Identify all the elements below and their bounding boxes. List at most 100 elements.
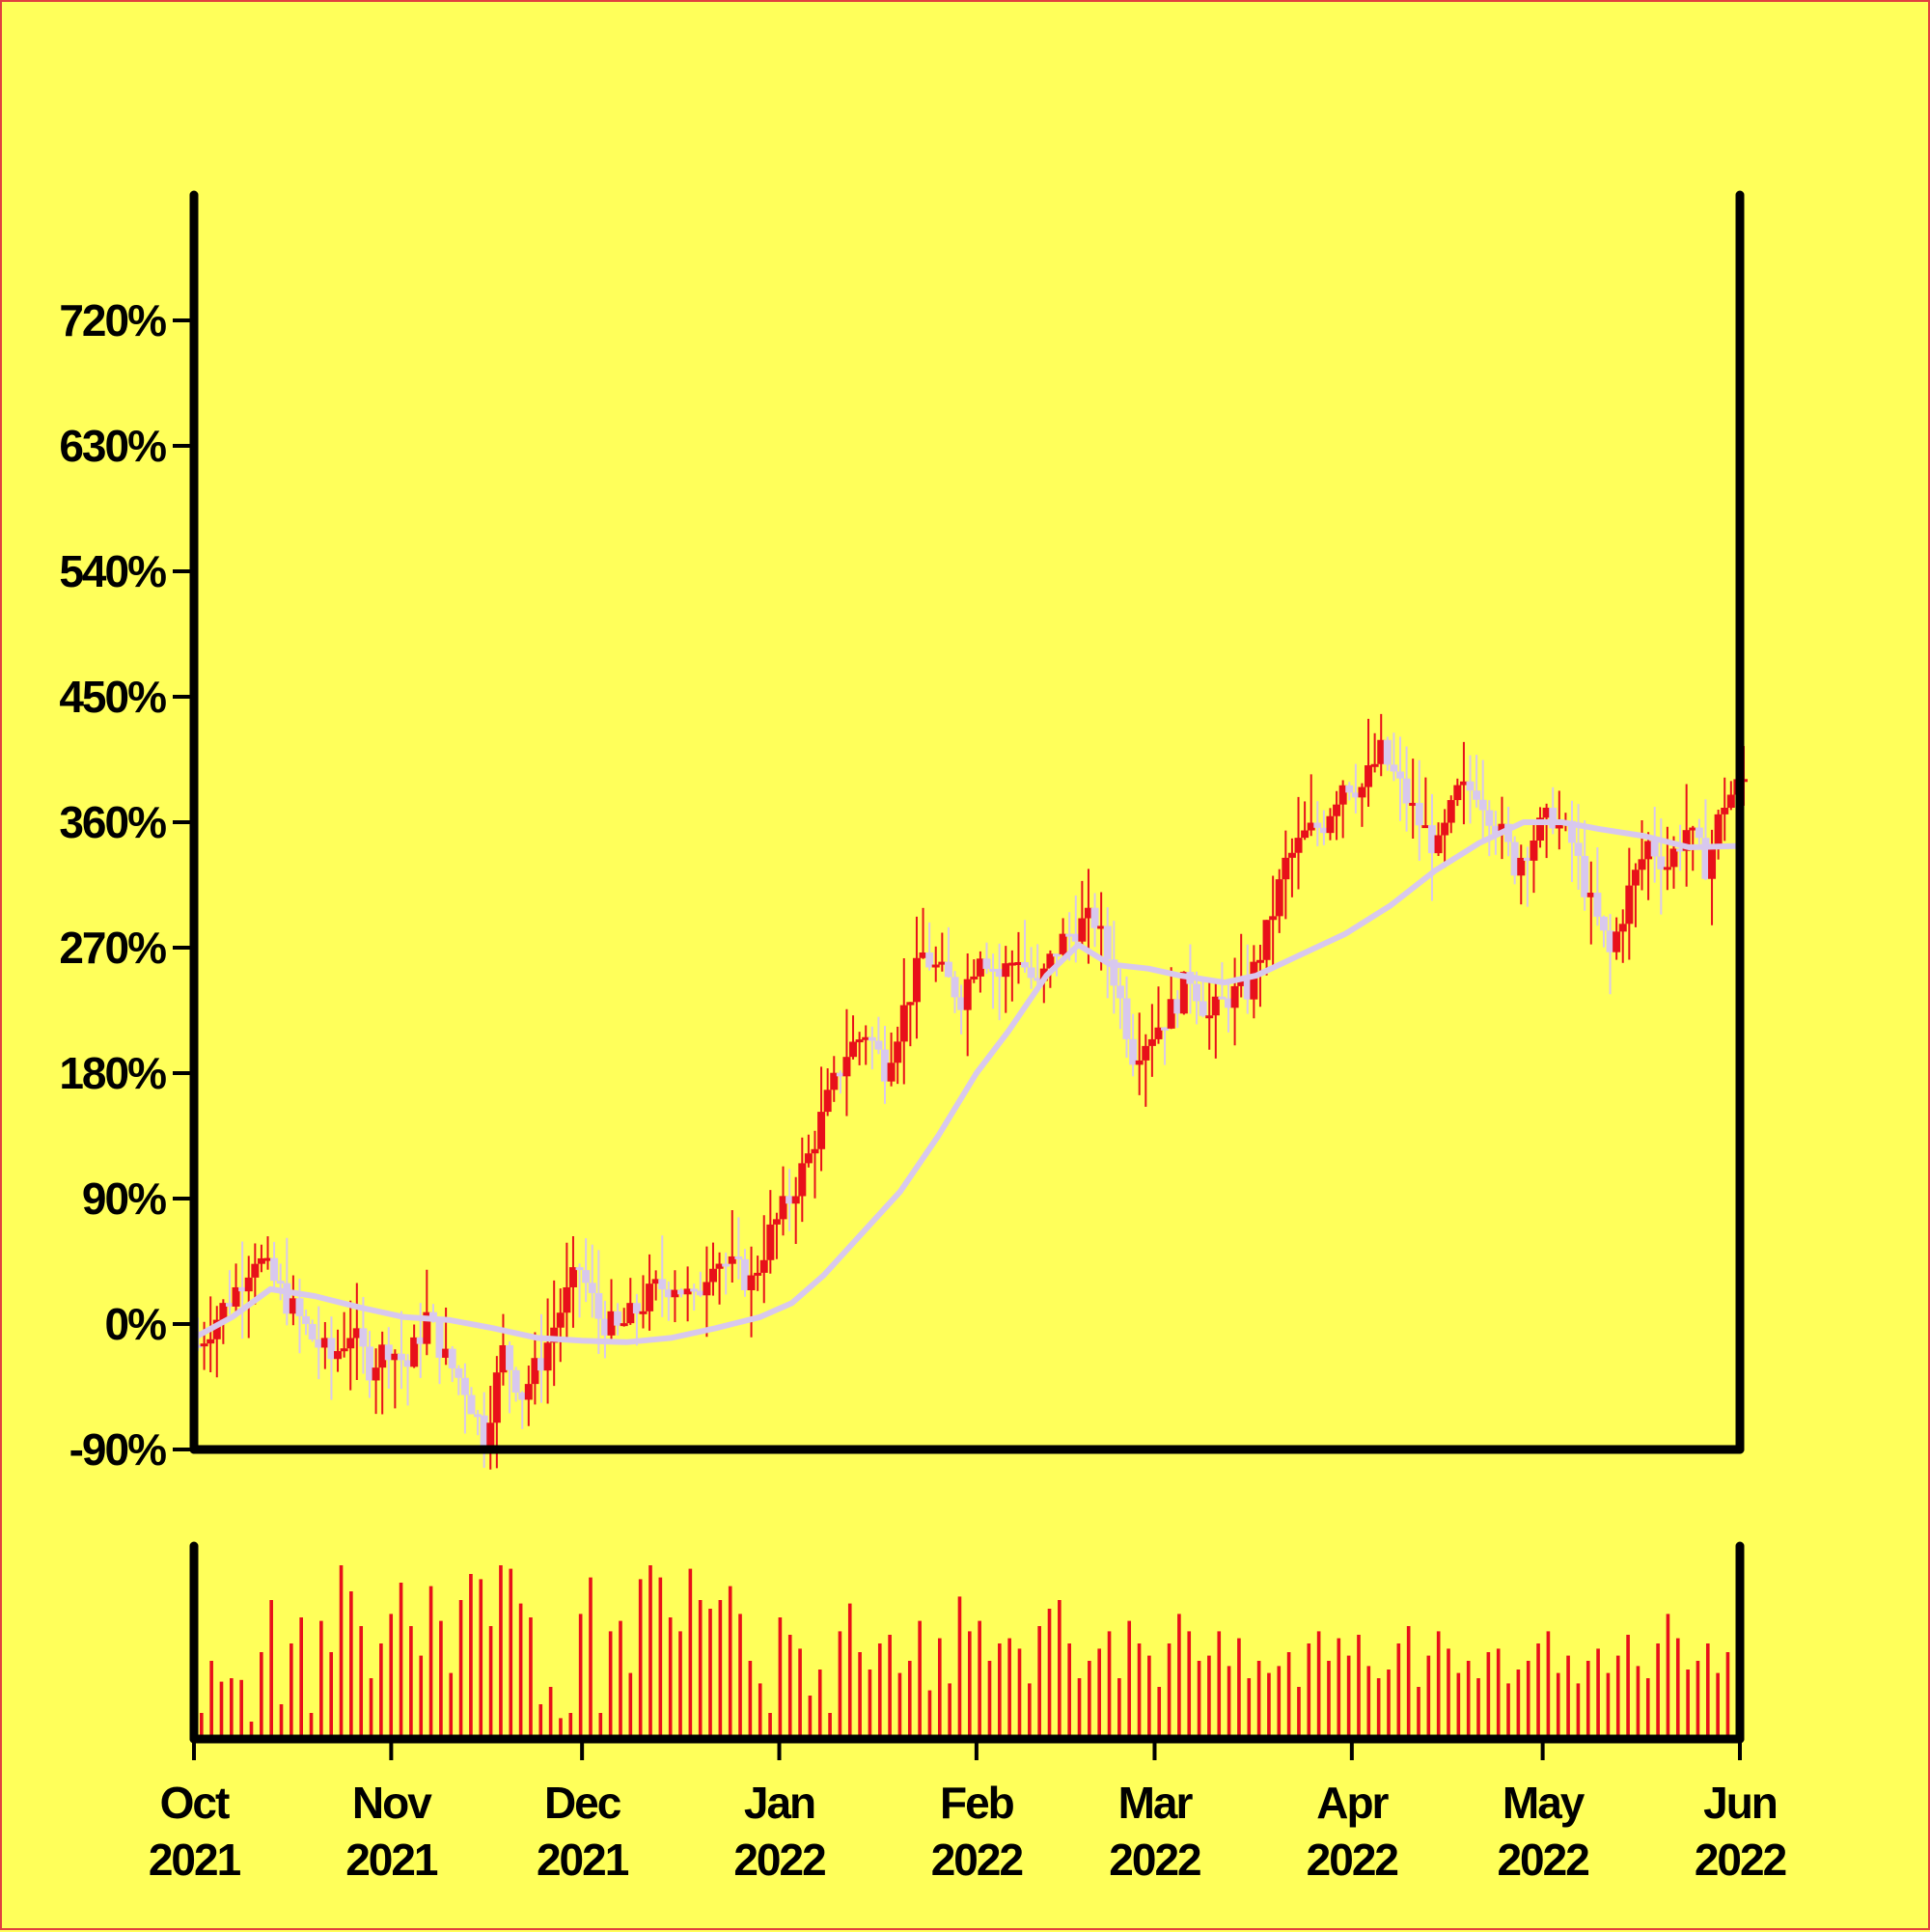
- candle-body: [511, 1369, 520, 1394]
- candle: [639, 1275, 648, 1329]
- candle-body: [1491, 825, 1500, 835]
- candle-body: [747, 1275, 756, 1291]
- x-tick-year-label: 2022: [1497, 1835, 1588, 1885]
- volume-bar: [1725, 1652, 1730, 1739]
- candle: [486, 1386, 495, 1470]
- candle: [225, 1270, 234, 1314]
- candle-body: [1021, 961, 1030, 968]
- x-tick-month-label: Dec: [544, 1778, 621, 1828]
- candle: [315, 1306, 323, 1380]
- volume-bar: [1705, 1643, 1710, 1739]
- volume-bar: [998, 1643, 1002, 1739]
- candle-body: [963, 979, 972, 1010]
- candle: [1173, 990, 1182, 1029]
- candle: [874, 1016, 883, 1055]
- candle-body: [212, 1319, 221, 1339]
- candle-body: [881, 1049, 889, 1082]
- y-tick-label: 0%: [105, 1299, 167, 1349]
- candle: [868, 1026, 876, 1070]
- candle-body: [1453, 785, 1462, 801]
- candle-body: [855, 1039, 864, 1043]
- volume-bar: [648, 1565, 652, 1739]
- candle-body: [1199, 1001, 1207, 1016]
- candle-body: [366, 1346, 373, 1381]
- candle: [499, 1313, 508, 1386]
- candle-body: [1644, 841, 1653, 860]
- volume-bar: [479, 1579, 483, 1739]
- candle-body: [1549, 807, 1558, 829]
- candle: [626, 1278, 635, 1325]
- volume-bar: [608, 1631, 613, 1739]
- volume-bar: [1007, 1638, 1011, 1739]
- y-tick-label: -90%: [69, 1424, 166, 1475]
- volume-bar: [1396, 1643, 1401, 1739]
- candle: [1663, 826, 1671, 891]
- candle-body: [1065, 933, 1074, 937]
- candle: [1230, 957, 1239, 1046]
- candle-body: [1243, 977, 1252, 1000]
- candle-body: [506, 1344, 514, 1370]
- candle: [276, 1263, 285, 1301]
- candle-body: [951, 977, 959, 998]
- candle: [899, 958, 908, 1085]
- candle: [1167, 967, 1175, 1030]
- candle: [894, 1026, 902, 1085]
- candle: [1644, 832, 1653, 900]
- candle: [912, 916, 921, 1039]
- candle-body: [1504, 823, 1513, 842]
- candle: [1383, 736, 1392, 771]
- candle: [791, 1176, 800, 1244]
- volume-bar: [1286, 1652, 1291, 1739]
- x-tick-month-label: Jan: [744, 1778, 814, 1828]
- candle-body: [759, 1259, 768, 1273]
- volume-bar: [838, 1631, 842, 1739]
- candle-body: [1650, 841, 1659, 857]
- candle: [531, 1332, 539, 1405]
- volume-bar: [1267, 1672, 1271, 1739]
- candle: [1485, 800, 1494, 857]
- candle: [614, 1303, 622, 1336]
- candle: [1326, 808, 1335, 841]
- candle-body: [1230, 985, 1239, 1008]
- volume-bar: [948, 1683, 951, 1739]
- candle-body: [270, 1257, 279, 1282]
- candle: [506, 1341, 514, 1414]
- candle-body: [614, 1311, 622, 1326]
- volume-bar: [1256, 1661, 1261, 1739]
- candle-body: [302, 1315, 311, 1324]
- candle-body: [830, 1072, 839, 1090]
- x-tick-year-label: 2022: [931, 1835, 1023, 1885]
- candle: [1116, 968, 1124, 1030]
- volume-bar: [1137, 1643, 1142, 1739]
- candle-body: [1071, 933, 1080, 942]
- candle: [1358, 783, 1366, 827]
- candle-body: [1447, 800, 1455, 823]
- candle: [263, 1236, 272, 1270]
- candle-body: [1255, 959, 1264, 963]
- candle-body: [1301, 830, 1310, 839]
- candle-body: [550, 1327, 559, 1343]
- candle-body: [455, 1367, 463, 1378]
- x-tick-year-label: 2022: [1109, 1835, 1200, 1885]
- candle-body: [1466, 781, 1475, 791]
- candle: [887, 1032, 896, 1087]
- volume-bar: [1067, 1643, 1071, 1739]
- candle-body: [1078, 918, 1087, 942]
- candle-body: [467, 1394, 476, 1415]
- candle: [1142, 1034, 1150, 1107]
- candle-body: [556, 1312, 565, 1328]
- candle-body: [696, 1290, 704, 1296]
- candle-body: [403, 1360, 412, 1367]
- candle-body: [989, 968, 998, 972]
- candle-body: [410, 1337, 419, 1367]
- candle: [1211, 981, 1220, 1059]
- candle-body: [582, 1270, 591, 1283]
- candle: [588, 1244, 596, 1318]
- candle: [1225, 982, 1232, 1033]
- volume-bar: [858, 1652, 862, 1739]
- volume-bar: [1157, 1687, 1162, 1739]
- candle: [759, 1215, 768, 1304]
- candle-body: [1116, 985, 1124, 999]
- candle: [1421, 777, 1430, 829]
